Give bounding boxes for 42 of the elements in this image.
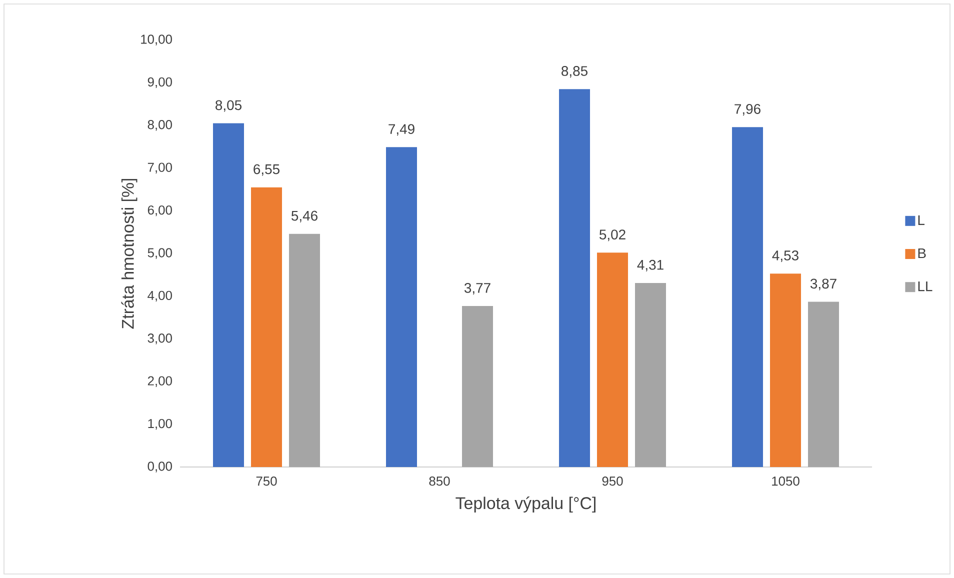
legend-label: B [918, 248, 926, 258]
y-tick-label: 0,00 [148, 462, 172, 472]
y-tick-label: 5,00 [148, 248, 172, 259]
bar [559, 89, 590, 467]
y-tick-label: 10,00 [141, 34, 172, 46]
y-tick-label: 6,00 [148, 205, 172, 216]
y-tick-label: 2,00 [148, 376, 172, 387]
data-label: 4,53 [772, 250, 798, 262]
data-label: 3,87 [810, 278, 836, 290]
bar [808, 302, 840, 467]
data-label: 5,02 [599, 230, 626, 242]
x-tick-label: 950 [602, 476, 623, 486]
data-label: 3,77 [464, 282, 490, 294]
bar [213, 123, 244, 467]
data-label: 7,49 [388, 124, 414, 136]
data-label: 7,96 [734, 104, 760, 116]
y-tick-label: 7,00 [148, 162, 172, 174]
y-tick-label: 9,00 [148, 77, 172, 88]
y-tick-label: 4,00 [148, 290, 172, 302]
data-label: 8,85 [562, 66, 588, 78]
x-axis-title: Teplota výpalu [°C] [456, 496, 596, 513]
bar [770, 274, 802, 467]
y-axis-title: Ztráta hmotnosti [%] [121, 178, 138, 329]
bar [289, 234, 320, 467]
legend-label: L [918, 215, 924, 225]
bar [597, 252, 628, 467]
data-label: 5,46 [291, 210, 318, 222]
x-tick-label: 850 [429, 476, 450, 486]
data-label: 8,05 [216, 100, 242, 112]
y-tick-label: 3,00 [148, 334, 172, 344]
x-tick-label: 1050 [772, 476, 800, 486]
bar [635, 282, 666, 467]
y-tick-label: 8,00 [148, 120, 172, 131]
bar [251, 187, 282, 467]
data-label: 4,31 [637, 260, 664, 272]
bar [386, 147, 417, 467]
bar [732, 127, 764, 467]
x-tick-label: 750 [256, 476, 277, 486]
bar [462, 306, 494, 467]
legend-label: LL [918, 282, 932, 292]
y-tick-label: 1,00 [148, 418, 172, 430]
data-label: 6,55 [254, 164, 280, 176]
